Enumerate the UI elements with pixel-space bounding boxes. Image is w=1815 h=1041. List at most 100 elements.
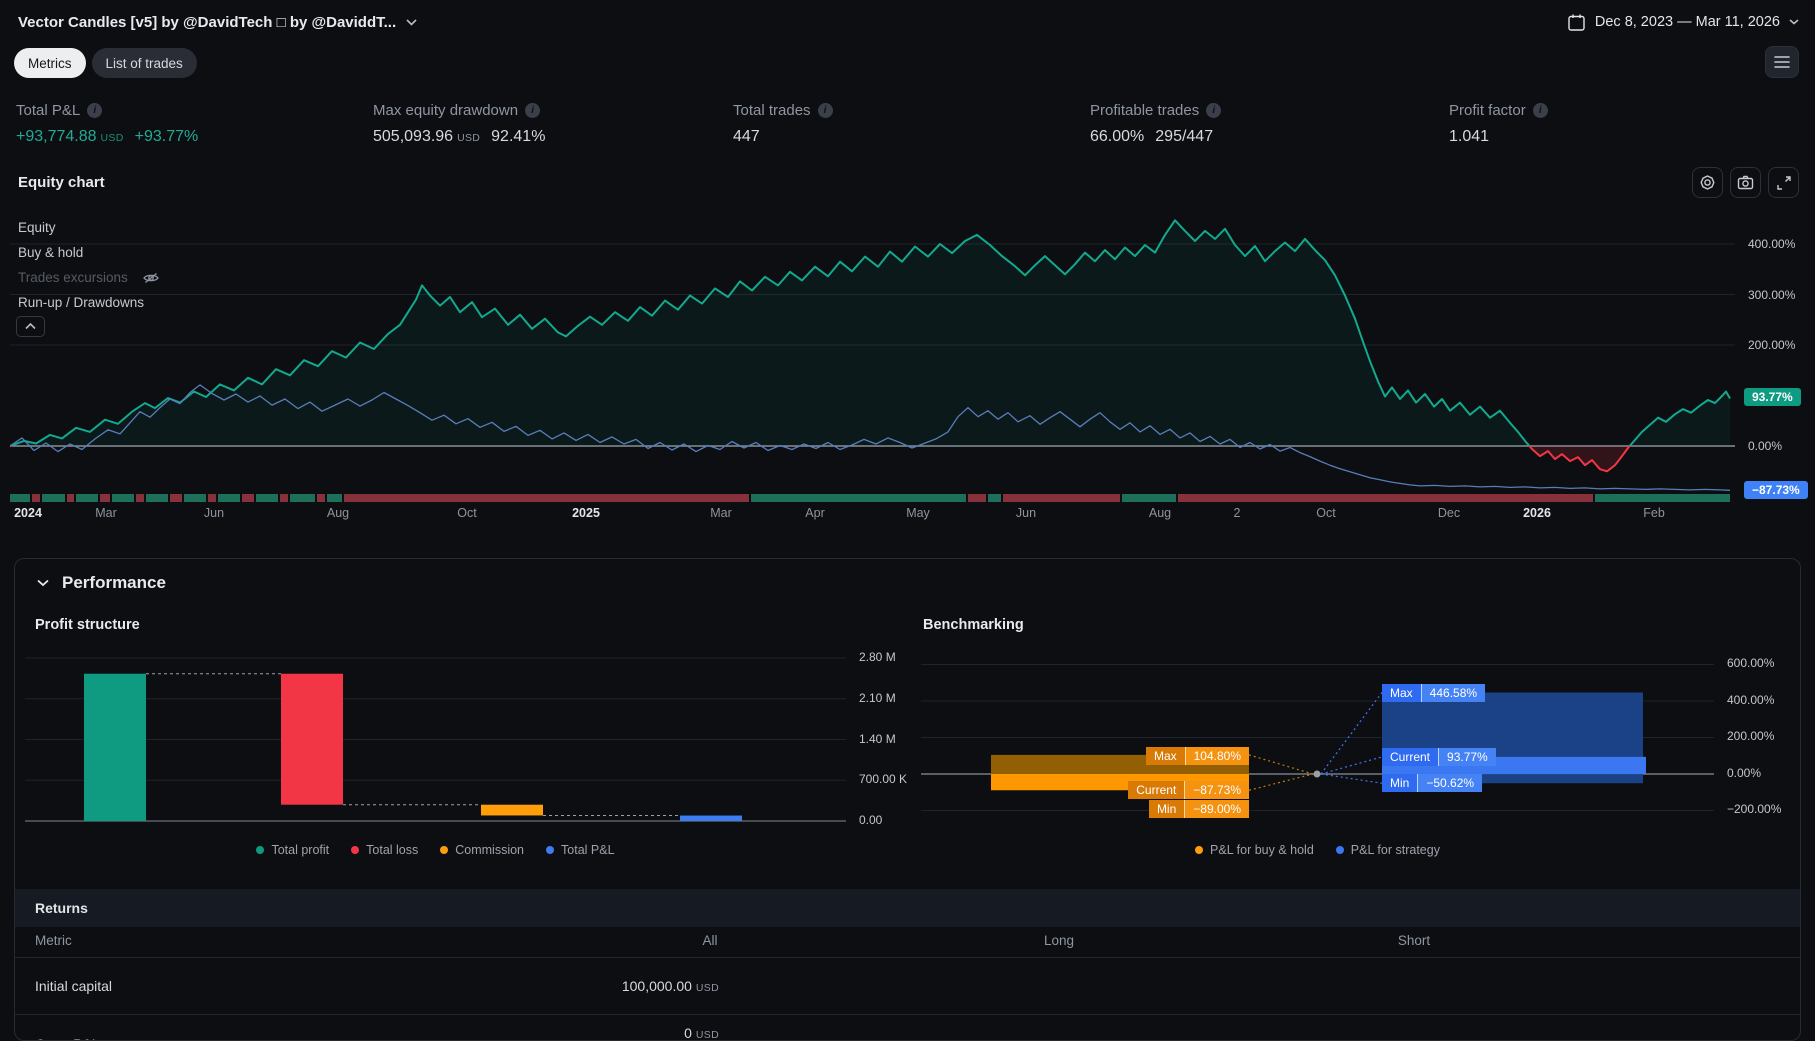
equity-xtick: Mar xyxy=(710,506,732,520)
info-icon[interactable]: i xyxy=(525,103,541,118)
buyhold-min-badge: Min −89.00% xyxy=(1148,800,1249,818)
equity-x-axis: 2024 Mar Jun Aug Oct 2025 Mar Apr May Jun Aug 2 Oct D… xyxy=(0,506,1815,528)
metric-profitable-trades: Profitable trades i 66.00% 295/447 xyxy=(1090,102,1222,146)
performance-title: Performance xyxy=(62,573,166,592)
strategy-current-badge: Current 93.77% xyxy=(1382,748,1496,766)
profit-ytick: 700.00 K xyxy=(859,772,908,786)
top-bar: Vector Candles [v5] by @DavidTech □ by @… xyxy=(0,0,1815,44)
info-icon[interactable]: i xyxy=(817,103,833,118)
row-value: 0 xyxy=(684,1025,692,1041)
metric-label: Max equity drawdown xyxy=(373,102,519,119)
profit-structure-plot[interactable] xyxy=(25,651,846,841)
eye-off-icon xyxy=(142,272,159,283)
equity-chart-plot[interactable] xyxy=(10,200,1735,510)
legend-buy-and-hold[interactable]: Buy & hold xyxy=(18,240,160,265)
currency-label: USD xyxy=(695,1029,719,1041)
rows-layout-icon xyxy=(1774,56,1790,68)
metric-value: 447 xyxy=(733,128,760,145)
equity-legend: Equity Buy & hold Trades excursions Run-… xyxy=(18,215,160,315)
legend-trades-excursions[interactable]: Trades excursions xyxy=(18,265,160,290)
equity-xtick: Oct xyxy=(457,506,477,520)
currency-label: USD xyxy=(100,132,124,144)
date-range-text: Dec 8, 2023 — Mar 11, 2026 xyxy=(1594,14,1780,30)
benchmarking-plot[interactable] xyxy=(921,651,1714,841)
info-icon[interactable]: i xyxy=(1206,103,1222,118)
performance-panel: Performance Profit structure 2.80 M 2.10… xyxy=(14,558,1801,1041)
gear-icon xyxy=(1700,175,1715,190)
returns-column-headers: Metric All Long Short xyxy=(15,927,1800,958)
bench-ytick: 600.00% xyxy=(1727,656,1775,670)
equity-ytick: 300.00% xyxy=(1748,288,1796,302)
calendar-icon xyxy=(1568,14,1585,31)
equity-chart-title: Equity chart xyxy=(18,174,105,191)
profit-structure-title: Profit structure xyxy=(35,617,140,633)
performance-section-toggle[interactable]: Performance xyxy=(37,573,166,593)
tab-list-of-trades[interactable]: List of trades xyxy=(91,48,197,78)
collapse-legend-button[interactable] xyxy=(16,316,45,337)
legend-total-pnl[interactable]: Total P&L xyxy=(546,843,615,857)
legend-total-loss[interactable]: Total loss xyxy=(351,843,418,857)
currency-label: USD xyxy=(457,132,481,144)
metric-profit-factor: Profit factor i 1.041 xyxy=(1449,102,1548,146)
metric-label: Profit factor xyxy=(1449,102,1526,119)
chevron-down-icon xyxy=(406,18,417,26)
chevron-down-icon xyxy=(37,579,49,587)
view-tabs: Metrics List of trades xyxy=(14,48,197,78)
profit-ytick: 1.40 M xyxy=(859,732,896,746)
chart-settings-button[interactable] xyxy=(1692,167,1723,198)
profit-ytick: 2.10 M xyxy=(859,691,896,705)
strategy-title: Vector Candles [v5] by @DavidTech □ by @… xyxy=(18,13,397,31)
buyhold-current-badge: Current −87.73% xyxy=(1128,781,1249,799)
equity-xtick: Apr xyxy=(805,506,825,520)
strategy-selector[interactable]: Vector Candles [v5] by @DavidTech □ by @… xyxy=(18,0,417,44)
benchmarking-title: Benchmarking xyxy=(923,617,1024,633)
row-label: Open P&L xyxy=(35,1036,100,1040)
layout-options-button[interactable] xyxy=(1765,46,1799,78)
equity-xtick: Aug xyxy=(1148,506,1172,520)
col-long: Long xyxy=(1043,933,1075,948)
col-metric: Metric xyxy=(35,933,72,948)
strategy-max-badge: Max 446.58% xyxy=(1382,684,1486,702)
legend-total-profit[interactable]: Total profit xyxy=(256,843,329,857)
metric-ratio: 295/447 xyxy=(1155,128,1214,145)
buyhold-max-badge: Max 104.80% xyxy=(1145,747,1249,765)
metric-label: Total trades xyxy=(733,102,811,119)
date-range-picker[interactable]: Dec 8, 2023 — Mar 11, 2026 xyxy=(1567,0,1799,44)
row-value: 100,000.00 xyxy=(621,978,692,994)
info-icon[interactable]: i xyxy=(87,103,103,118)
equity-xtick: 2024 xyxy=(14,506,42,520)
bench-ytick: 400.00% xyxy=(1727,693,1775,707)
snapshot-button[interactable] xyxy=(1730,167,1761,198)
legend-commission[interactable]: Commission xyxy=(440,843,524,857)
profit-ytick: 2.80 M xyxy=(859,650,896,664)
col-all: All xyxy=(702,933,718,948)
metric-total-trades: Total trades i 447 xyxy=(733,102,833,146)
fullscreen-button[interactable] xyxy=(1768,167,1799,198)
metric-value: 66.00% xyxy=(1090,128,1145,145)
profit-ytick: 0.00 xyxy=(859,813,883,827)
returns-title: Returns xyxy=(35,900,88,916)
equity-ytick: 0.00% xyxy=(1748,439,1783,453)
table-row-initial-capital[interactable]: Initial capital 100,000.00 USD xyxy=(15,958,1800,1015)
metric-label: Profitable trades xyxy=(1090,102,1200,119)
info-icon[interactable]: i xyxy=(1532,103,1548,118)
equity-xtick: Jun xyxy=(203,506,225,520)
equity-xtick: 2026 xyxy=(1523,506,1551,520)
equity-ytick: 200.00% xyxy=(1748,338,1796,352)
buyhold-return-badge: −87.73% xyxy=(1744,481,1808,499)
legend-pnl-buyhold[interactable]: P&L for buy & hold xyxy=(1195,843,1314,857)
equity-xtick: Mar xyxy=(95,506,117,520)
metric-max-drawdown: Max equity drawdown i 505,093.96 USD 92.41% xyxy=(373,102,545,146)
strategy-return-badge: 93.77% xyxy=(1744,388,1801,406)
tab-metrics[interactable]: Metrics xyxy=(14,48,86,78)
strategy-min-badge: Min −50.62% xyxy=(1382,774,1483,792)
equity-xtick: Jun xyxy=(1015,506,1037,520)
legend-equity[interactable]: Equity xyxy=(18,215,160,240)
legend-runup-drawdowns[interactable]: Run-up / Drawdowns xyxy=(18,290,160,315)
legend-pnl-strategy[interactable]: P&L for strategy xyxy=(1335,843,1440,857)
chevron-down-icon xyxy=(1789,19,1799,25)
currency-label: USD xyxy=(695,982,719,994)
benchmarking-badges: Max 104.80% Current −87.73% Min −89.00% Max… xyxy=(921,651,1714,841)
